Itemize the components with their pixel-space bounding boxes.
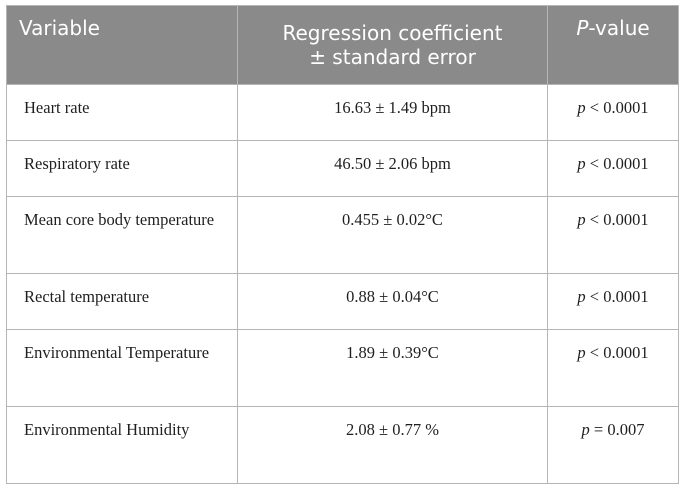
p-value-text: = 0.007: [589, 420, 645, 439]
header-variable: Variable: [6, 5, 238, 85]
table-row: Mean core body temperature 0.455 ± 0.02°…: [6, 196, 679, 274]
cell-p-value: p < 0.0001: [547, 196, 679, 274]
cell-coefficient: 16.63 ± 1.49 bpm: [237, 84, 548, 141]
cell-p-value: p < 0.0001: [547, 329, 679, 407]
cell-coefficient: 2.08 ± 0.77 %: [237, 406, 548, 484]
p-value-text: < 0.0001: [585, 343, 649, 362]
table-row: Environmental Temperature 1.89 ± 0.39°C …: [6, 329, 679, 407]
table-row: Respiratory rate 46.50 ± 2.06 bpm p < 0.…: [6, 140, 679, 197]
table-row: Environmental Humidity 2.08 ± 0.77 % p =…: [6, 406, 679, 484]
cell-variable: Respiratory rate: [6, 140, 238, 197]
header-regression-coefficient: Regression coefficient ± standard error: [237, 5, 548, 85]
header-coef-line2: ± standard error: [309, 45, 476, 69]
table-row: Heart rate 16.63 ± 1.49 bpm p < 0.0001: [6, 84, 679, 141]
cell-p-value: p < 0.0001: [547, 84, 679, 141]
cell-variable: Rectal temperature: [6, 273, 238, 330]
p-symbol: p: [577, 154, 586, 173]
p-symbol: p: [581, 420, 590, 439]
p-symbol: p: [577, 343, 586, 362]
p-value-text: < 0.0001: [585, 98, 649, 117]
cell-p-value: p < 0.0001: [547, 140, 679, 197]
cell-variable: Mean core body temperature: [6, 196, 238, 274]
table-body: Heart rate 16.63 ± 1.49 bpm p < 0.0001 R…: [6, 84, 679, 484]
p-symbol: p: [577, 210, 586, 229]
table-header: Variable Regression coefficient ± standa…: [6, 5, 679, 85]
table-row: Rectal temperature 0.88 ± 0.04°C p < 0.0…: [6, 273, 679, 330]
cell-variable: Environmental Temperature: [6, 329, 238, 407]
header-row: Variable Regression coefficient ± standa…: [6, 5, 679, 85]
regression-table: Variable Regression coefficient ± standa…: [6, 5, 679, 484]
p-symbol: p: [577, 287, 586, 306]
header-p-symbol: P: [576, 16, 589, 40]
p-value-text: < 0.0001: [585, 287, 649, 306]
cell-variable: Environmental Humidity: [6, 406, 238, 484]
cell-coefficient: 0.88 ± 0.04°C: [237, 273, 548, 330]
cell-p-value: p = 0.007: [547, 406, 679, 484]
p-value-text: < 0.0001: [585, 210, 649, 229]
p-value-text: < 0.0001: [585, 154, 649, 173]
header-p-value: P-value: [547, 5, 679, 85]
cell-coefficient: 46.50 ± 2.06 bpm: [237, 140, 548, 197]
cell-variable: Heart rate: [6, 84, 238, 141]
header-coef-line1: Regression coefficient: [282, 21, 503, 45]
cell-coefficient: 1.89 ± 0.39°C: [237, 329, 548, 407]
header-p-suffix: -value: [588, 16, 650, 40]
cell-p-value: p < 0.0001: [547, 273, 679, 330]
p-symbol: p: [577, 98, 586, 117]
cell-coefficient: 0.455 ± 0.02°C: [237, 196, 548, 274]
